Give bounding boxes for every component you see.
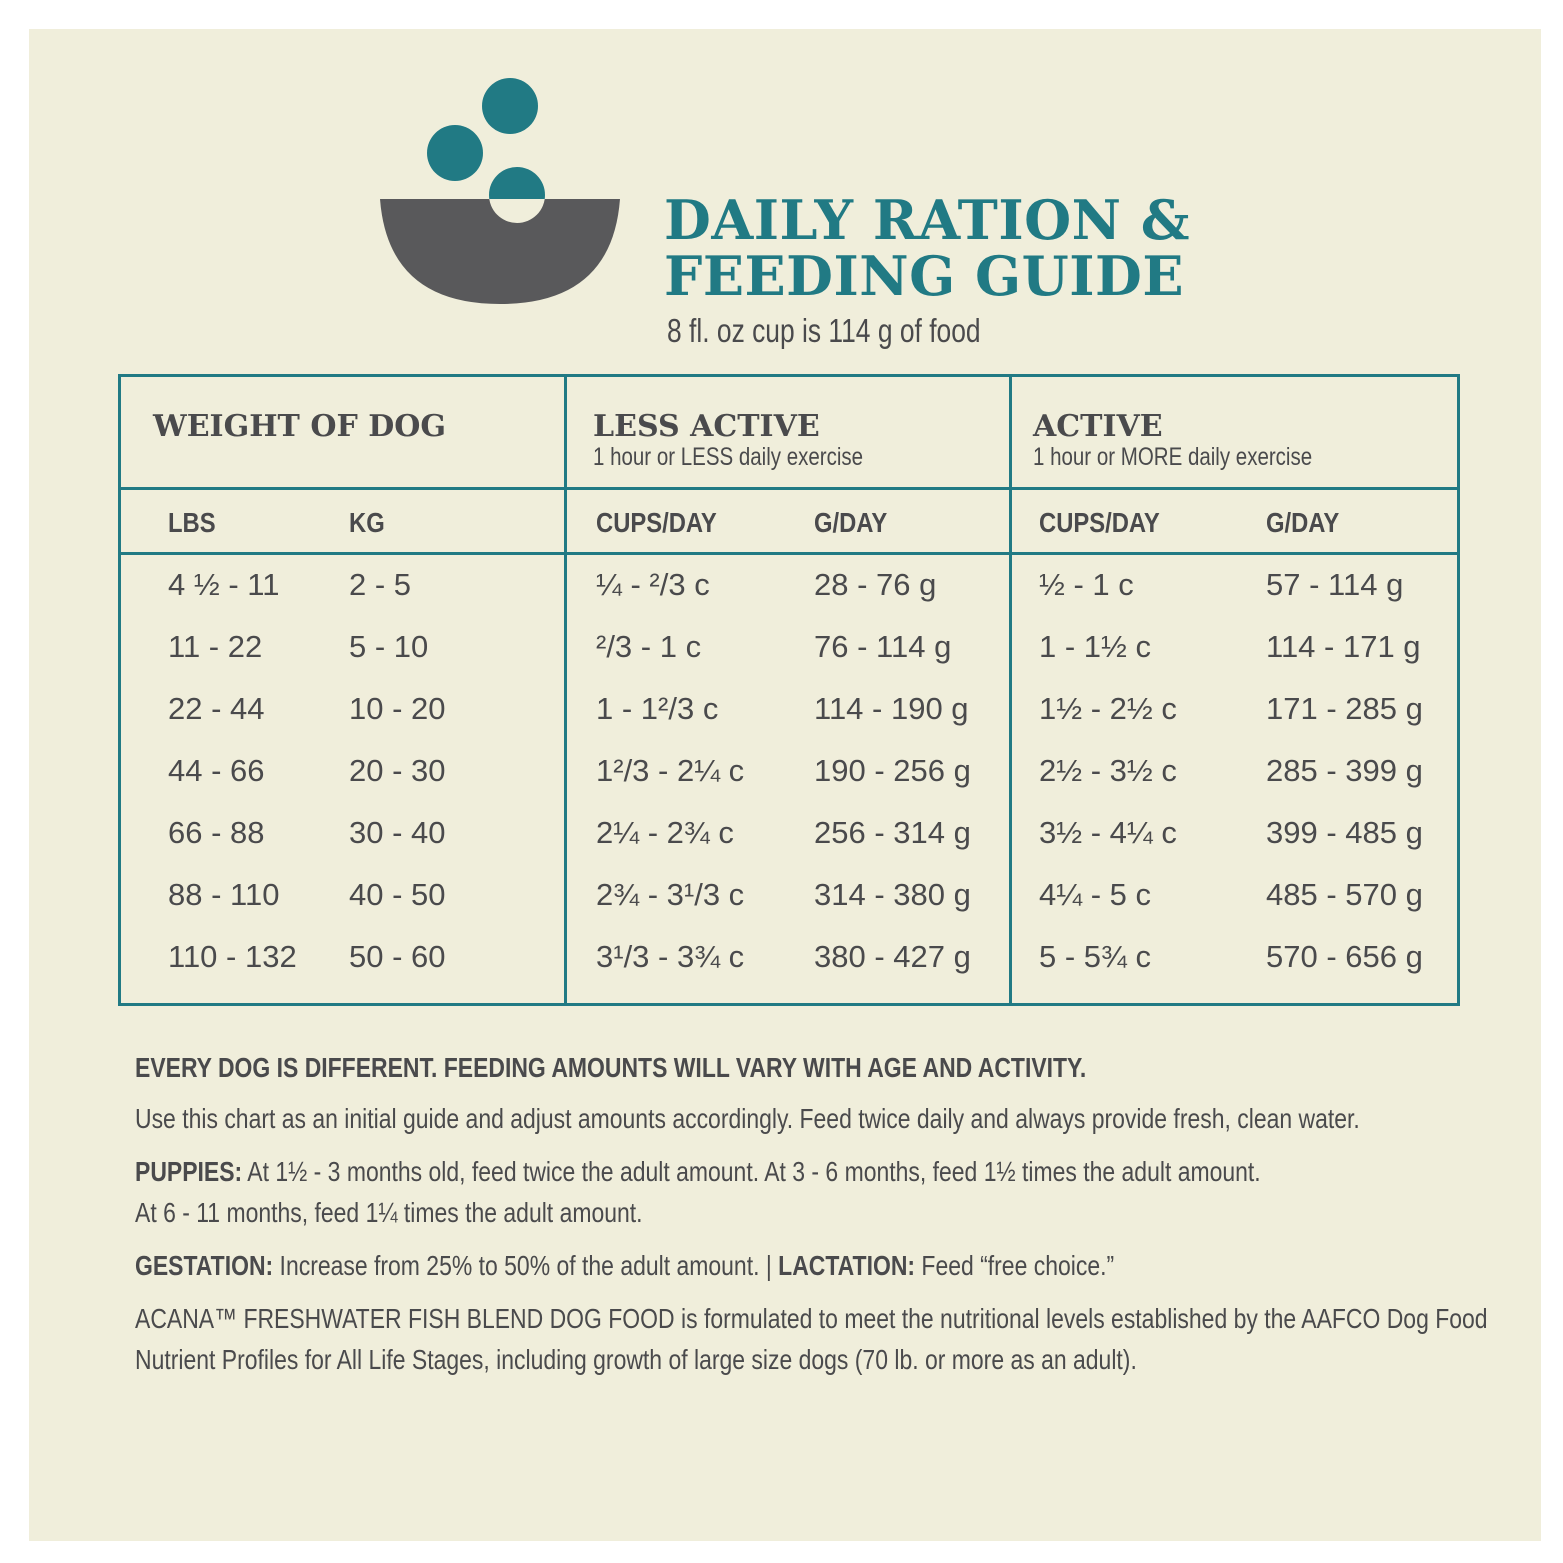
table-cell: 66 - 88	[168, 815, 265, 850]
column-header-lbs: LBS	[168, 507, 216, 538]
table-cell: 256 - 314 g	[814, 815, 971, 850]
notes-intro: Use this chart as an initial guide and a…	[135, 1103, 1360, 1134]
kibble-left	[427, 125, 483, 181]
lactation-text: Feed “free choice.”	[915, 1250, 1115, 1281]
puppies-label: PUPPIES:	[135, 1156, 243, 1187]
divider	[121, 552, 1457, 555]
table-cell: 314 - 380 g	[814, 877, 971, 912]
table-cell: 57 - 114 g	[1266, 567, 1404, 602]
table-cell: 1²/3 - 2¼ c	[596, 753, 745, 788]
table-cell: 380 - 427 g	[814, 939, 971, 974]
table-cell: 40 - 50	[349, 877, 446, 912]
gestation-text: Increase from 25% to 50% of the adult am…	[273, 1250, 779, 1281]
column-header-kg: KG	[349, 507, 385, 538]
table-cell: 2¾ - 3¹/3 c	[596, 877, 745, 912]
table-cell: 10 - 20	[349, 691, 446, 726]
group-subtitle-active: 1 hour or MORE daily exercise	[1033, 443, 1313, 471]
gestation-label: GESTATION:	[135, 1250, 274, 1281]
table-cell: 1 - 1½ c	[1039, 629, 1151, 664]
feeding-guide-panel	[29, 29, 1541, 1541]
notes-puppies-cont: At 6 - 11 months, feed 1¼ times the adul…	[135, 1197, 643, 1228]
table-cell: 50 - 60	[349, 939, 446, 974]
table-cell: 1 - 1²/3 c	[596, 691, 719, 726]
divider	[564, 377, 567, 1003]
table-cell: 2½ - 3½ c	[1039, 753, 1177, 788]
table-cell: 3½ - 4¼ c	[1039, 815, 1177, 850]
notes-aafco-cont: Nutrient Profiles for All Life Stages, i…	[135, 1344, 1137, 1375]
kibble-top	[482, 78, 538, 134]
column-header-less-active-cups: CUPS/DAY	[596, 507, 717, 538]
table-cell: 570 - 656 g	[1266, 939, 1423, 974]
table-cell: 114 - 190 g	[814, 691, 969, 726]
puppies-text: At 1½ - 3 months old, feed twice the adu…	[242, 1156, 1261, 1187]
table-cell: 20 - 30	[349, 753, 446, 788]
table-cell: 30 - 40	[349, 815, 446, 850]
table-cell: 4 ½ - 11	[168, 567, 280, 602]
page-title: DAILY RATION & FEEDING GUIDE	[664, 192, 1190, 304]
notes-puppies: PUPPIES: At 1½ - 3 months old, feed twic…	[135, 1151, 1261, 1192]
column-header-active-grams: G/DAY	[1266, 507, 1340, 538]
table-cell: ¼ - ²/3 c	[596, 567, 710, 602]
table-cell: 5 - 5¾ c	[1039, 939, 1151, 974]
table-cell: 110 - 132	[168, 939, 297, 974]
table-cell: 190 - 256 g	[814, 753, 971, 788]
table-cell: 76 - 114 g	[814, 629, 952, 664]
bowl-shape	[380, 199, 620, 304]
group-header-weight: WEIGHT OF DOG	[153, 409, 446, 444]
table-cell: 44 - 66	[168, 753, 265, 788]
table-cell: ²/3 - 1 c	[596, 629, 702, 664]
table-cell: 2 - 5	[349, 567, 412, 602]
group-subtitle-less-active: 1 hour or LESS daily exercise	[593, 443, 864, 471]
table-cell: 285 - 399 g	[1266, 753, 1423, 788]
title-line-2: FEEDING GUIDE	[664, 244, 1184, 308]
notes-aafco: ACANA™ FRESHWATER FISH BLEND DOG FOOD is…	[135, 1303, 1488, 1334]
table-cell: 485 - 570 g	[1266, 877, 1423, 912]
group-header-active: ACTIVE	[1033, 409, 1163, 444]
notes-gestation: GESTATION: Increase from 25% to 50% of t…	[135, 1245, 1234, 1286]
table-cell: 114 - 171 g	[1266, 629, 1421, 664]
table-cell: ½ - 1 c	[1039, 567, 1134, 602]
column-header-less-active-grams: G/DAY	[814, 507, 888, 538]
title-line-1: DAILY RATION &	[664, 188, 1191, 252]
feeding-notes: EVERY DOG IS DIFFERENT. FEEDING AMOUNTS …	[135, 1052, 1488, 1380]
table-cell: 4¼ - 5 c	[1039, 877, 1151, 912]
table-cell: 28 - 76 g	[814, 567, 937, 602]
table-cell: 22 - 44	[168, 691, 265, 726]
lactation-label: LACTATION:	[778, 1250, 916, 1281]
table-cell: 11 - 22	[168, 629, 263, 664]
table-cell: 3¹/3 - 3¾ c	[596, 939, 745, 974]
bowl-with-kibble-icon	[380, 78, 620, 304]
column-header-active-cups: CUPS/DAY	[1039, 507, 1160, 538]
feeding-table: WEIGHT OF DOG LESS ACTIVE 1 hour or LESS…	[118, 374, 1460, 1006]
notes-heading: EVERY DOG IS DIFFERENT. FEEDING AMOUNTS …	[135, 1052, 1087, 1083]
table-cell: 171 - 285 g	[1266, 691, 1423, 726]
table-cell: 2¼ - 2¾ c	[596, 815, 734, 850]
table-cell: 399 - 485 g	[1266, 815, 1423, 850]
table-cell: 1½ - 2½ c	[1039, 691, 1177, 726]
divider	[121, 487, 1457, 490]
table-cell: 5 - 10	[349, 629, 429, 664]
divider	[1009, 377, 1012, 1003]
group-header-less-active: LESS ACTIVE	[593, 409, 820, 444]
cup-conversion-note: 8 fl. oz cup is 114 g of food	[667, 312, 981, 349]
table-cell: 88 - 110	[168, 877, 280, 912]
